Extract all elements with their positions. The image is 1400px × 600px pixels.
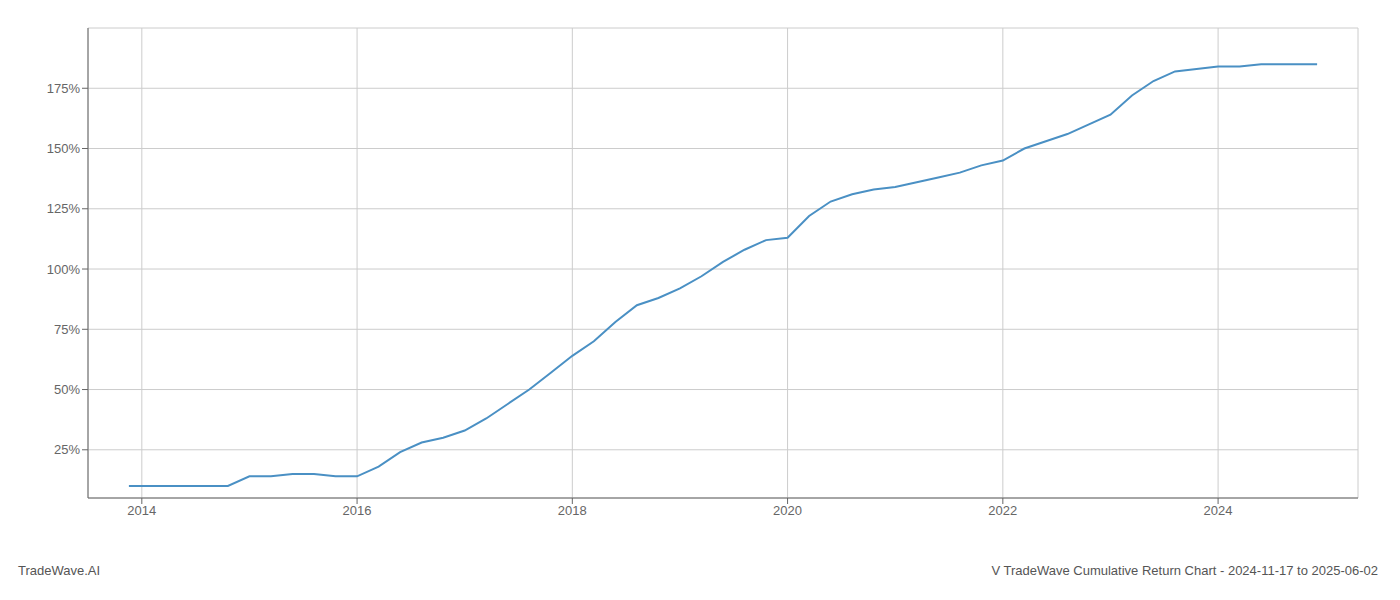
- svg-text:150%: 150%: [47, 141, 81, 156]
- svg-text:2014: 2014: [127, 503, 156, 518]
- svg-text:2018: 2018: [558, 503, 587, 518]
- html-text:V TradeWave Cumulative Return: V TradeWave Cumulative Return Chart - 20…: [991, 563, 1378, 578]
- svg-text:2016: 2016: [343, 503, 372, 518]
- svg-text:2022: 2022: [988, 503, 1017, 518]
- svg-text:125%: 125%: [47, 201, 81, 216]
- svg-text:2024: 2024: [1204, 503, 1233, 518]
- svg-text:175%: 175%: [47, 81, 81, 96]
- svg-text:25%: 25%: [54, 442, 80, 457]
- svg-text:75%: 75%: [54, 322, 80, 337]
- svg-text:100%: 100%: [47, 262, 81, 277]
- svg-text:50%: 50%: [54, 382, 80, 397]
- svg-text:2020: 2020: [773, 503, 802, 518]
- html-text:TradeWave.AI: TradeWave.AI: [18, 563, 101, 578]
